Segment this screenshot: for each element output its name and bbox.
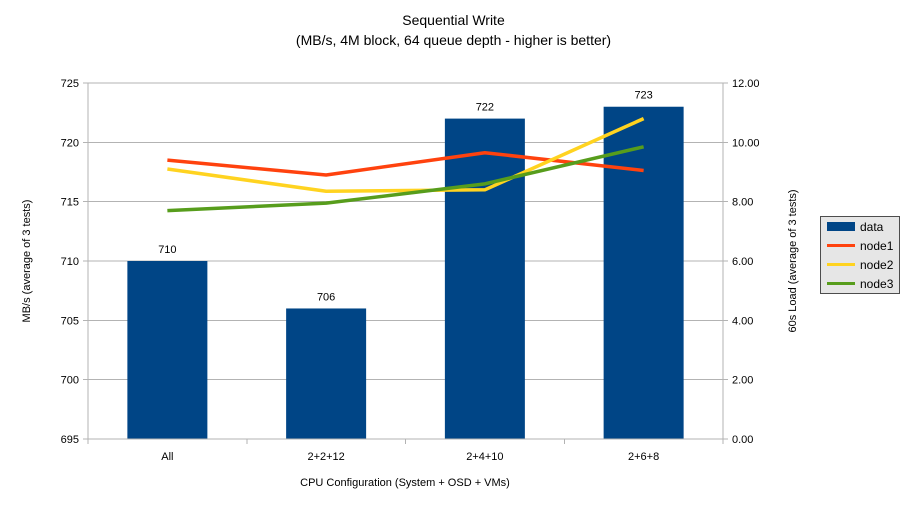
- legend-label-node1: node1: [860, 238, 894, 253]
- line-node1: [167, 150, 644, 177]
- category-label: 2+6+8: [628, 451, 659, 463]
- legend-item-data: data: [827, 217, 899, 236]
- bar-2+6+8: [603, 106, 684, 439]
- category-label: All: [161, 451, 173, 463]
- category-label: 2+4+10: [466, 451, 503, 463]
- line-node3: [167, 145, 645, 213]
- right-tick-label: 0.00: [732, 434, 753, 446]
- legend: data node1 node2 node3: [820, 216, 900, 294]
- bar-2+2+12: [286, 308, 367, 439]
- legend-item-node3: node3: [827, 274, 899, 293]
- right-tick-label: 8.00: [732, 197, 753, 209]
- right-axis-title: 60s Load (average of 3 tests): [787, 189, 799, 332]
- legend-swatch-node1: [827, 243, 855, 248]
- left-axis-title: MB/s (average of 3 tests): [21, 200, 33, 323]
- legend-item-node1: node1: [827, 236, 899, 255]
- chart-subtitle: (MB/s, 4M block, 64 queue depth - higher…: [295, 32, 612, 48]
- bar-data-label: 710: [158, 244, 176, 256]
- legend-swatch-node3: [827, 281, 855, 286]
- plot-area: 695 700 705 710 715 720 725 0.00 2.00 4.00 6.00 8.0…: [61, 78, 760, 463]
- right-tick-label: 12.00: [732, 78, 760, 90]
- left-tick-label: 725: [61, 78, 79, 90]
- right-tick-label: 4.00: [732, 315, 753, 327]
- category-label: 2+2+12: [307, 451, 344, 463]
- x-axis-title: CPU Configuration (System + OSD + VMs): [300, 477, 510, 489]
- legend-swatch-data: [827, 222, 855, 231]
- left-tick-label: 700: [61, 375, 79, 387]
- legend-label-node3: node3: [860, 276, 894, 291]
- line-node2: [167, 117, 645, 194]
- right-tick-label: 2.00: [732, 375, 753, 387]
- right-tick-label: 6.00: [732, 256, 753, 268]
- chart-title: Sequential Write: [402, 12, 505, 28]
- bar-data-label: 722: [476, 102, 494, 114]
- bar-data-label: 706: [317, 291, 335, 303]
- legend-label-data: data: [860, 219, 884, 234]
- left-tick-label: 695: [61, 434, 79, 446]
- bar-data-label: 723: [634, 90, 652, 102]
- legend-swatch-node2: [827, 262, 855, 267]
- left-tick-label: 720: [61, 137, 79, 149]
- left-tick-label: 710: [61, 256, 79, 268]
- bar-2+4+10: [444, 118, 525, 439]
- legend-label-node2: node2: [860, 257, 894, 272]
- right-tick-label: 10.00: [732, 137, 760, 149]
- left-tick-label: 715: [61, 197, 79, 209]
- left-tick-label: 705: [61, 315, 79, 327]
- legend-item-node2: node2: [827, 255, 899, 274]
- bar-All: [127, 261, 208, 439]
